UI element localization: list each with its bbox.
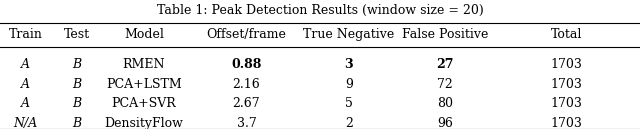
- Text: 9: 9: [345, 78, 353, 91]
- Text: DensityFlow: DensityFlow: [104, 117, 184, 129]
- Text: Train: Train: [9, 28, 42, 41]
- Text: B: B: [72, 117, 81, 129]
- Text: 96: 96: [437, 117, 452, 129]
- Text: B: B: [72, 78, 81, 91]
- Text: 72: 72: [437, 78, 452, 91]
- Text: 3: 3: [344, 58, 353, 71]
- Text: A: A: [21, 97, 30, 110]
- Text: 1703: 1703: [550, 58, 582, 71]
- Text: 2.16: 2.16: [232, 78, 260, 91]
- Text: False Positive: False Positive: [402, 28, 488, 41]
- Text: 80: 80: [436, 97, 453, 110]
- Text: B: B: [72, 58, 81, 71]
- Text: Total: Total: [550, 28, 582, 41]
- Text: 3.7: 3.7: [237, 117, 256, 129]
- Text: Offset/frame: Offset/frame: [207, 28, 286, 41]
- Text: 1703: 1703: [550, 97, 582, 110]
- Text: 2.67: 2.67: [232, 97, 260, 110]
- Text: B: B: [72, 97, 81, 110]
- Text: True Negative: True Negative: [303, 28, 394, 41]
- Text: 5: 5: [345, 97, 353, 110]
- Text: Test: Test: [64, 28, 90, 41]
- Text: 1703: 1703: [550, 117, 582, 129]
- Text: 1703: 1703: [550, 78, 582, 91]
- Text: PCA+SVR: PCA+SVR: [111, 97, 177, 110]
- Text: A: A: [21, 78, 30, 91]
- Text: Table 1: Peak Detection Results (window size = 20): Table 1: Peak Detection Results (window …: [157, 4, 483, 17]
- Text: 0.88: 0.88: [231, 58, 262, 71]
- Text: 27: 27: [436, 58, 454, 71]
- Text: A: A: [21, 58, 30, 71]
- Text: 2: 2: [345, 117, 353, 129]
- Text: Model: Model: [124, 28, 164, 41]
- Text: RMEN: RMEN: [123, 58, 165, 71]
- Text: PCA+LSTM: PCA+LSTM: [106, 78, 182, 91]
- Text: N/A: N/A: [13, 117, 38, 129]
